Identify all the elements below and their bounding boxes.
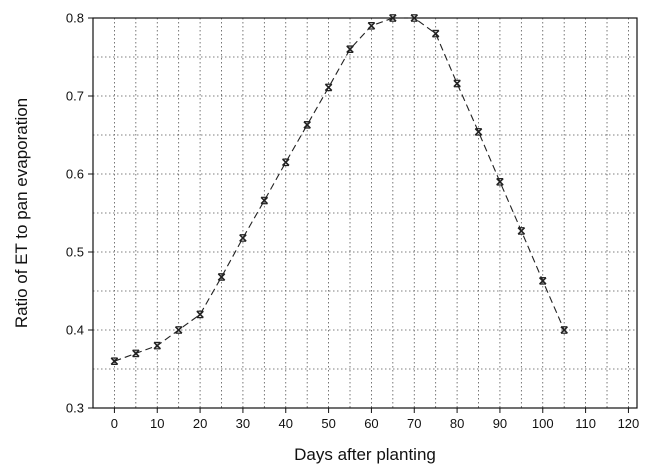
x-tick-label: 60	[364, 416, 378, 431]
data-point-marker	[174, 326, 183, 334]
data-point-marker	[217, 273, 226, 281]
y-axis-title: Ratio of ET to pan evaporation	[12, 98, 31, 328]
x-tick-label: 40	[279, 416, 293, 431]
x-axis: 0 10 20 30 40 50 60 70 80 90 100 110 120	[111, 408, 639, 431]
grid	[93, 18, 637, 408]
x-tick-label: 0	[111, 416, 118, 431]
x-axis-title: Days after planting	[294, 445, 436, 464]
data-point-marker	[346, 45, 354, 54]
x-tick-label: 90	[493, 416, 507, 431]
x-tick-label: 100	[532, 416, 554, 431]
data-point-marker	[389, 14, 397, 22]
x-tick-label: 30	[236, 416, 250, 431]
data-point-marker	[453, 79, 461, 88]
y-tick-label: 0.7	[66, 89, 84, 104]
data-point-marker	[538, 277, 547, 285]
data-point-marker	[303, 121, 311, 129]
x-tick-label: 10	[150, 416, 164, 431]
data-point-marker	[281, 158, 290, 167]
data-point-marker	[560, 326, 568, 334]
data-point-marker	[410, 14, 419, 22]
x-tick-label: 20	[193, 416, 207, 431]
series-group	[110, 14, 568, 365]
x-tick-label: 70	[407, 416, 421, 431]
data-point-marker	[196, 310, 204, 319]
data-point-marker	[367, 22, 376, 30]
data-point-marker	[239, 234, 247, 242]
y-tick-label: 0.5	[66, 245, 84, 260]
plot-frame	[92, 17, 638, 409]
data-point-marker	[132, 349, 140, 358]
x-tick-label: 110	[575, 416, 596, 431]
data-point-marker	[496, 178, 504, 186]
series-line	[114, 17, 565, 362]
data-point-marker	[110, 357, 119, 365]
data-point-marker	[153, 341, 162, 350]
y-axis: 0.3 0.4 0.5 0.6 0.7 0.8	[66, 11, 93, 416]
data-point-marker	[324, 83, 333, 92]
y-tick-label: 0.6	[66, 167, 84, 182]
y-tick-label: 0.3	[66, 401, 84, 416]
data-point-marker	[474, 128, 483, 136]
data-point-marker	[431, 29, 440, 38]
y-tick-label: 0.4	[66, 323, 84, 338]
x-tick-label: 80	[450, 416, 464, 431]
data-point-marker	[260, 196, 269, 205]
x-tick-label: 50	[321, 416, 335, 431]
data-point-marker	[517, 227, 526, 235]
y-tick-label: 0.8	[66, 11, 84, 26]
x-tick-label: 120	[618, 416, 640, 431]
